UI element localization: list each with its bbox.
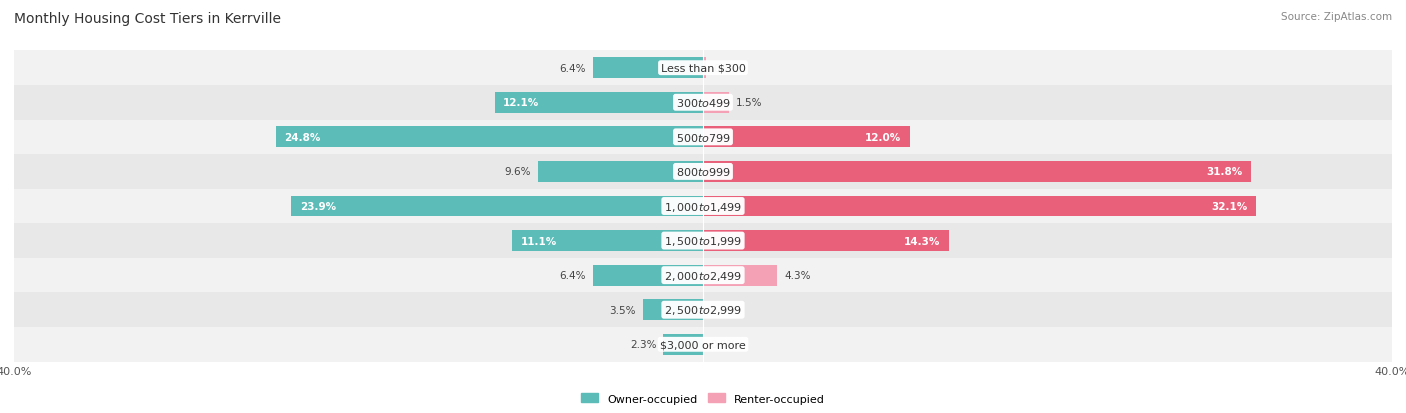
Bar <box>703 93 728 114</box>
Text: 6.4%: 6.4% <box>560 271 586 280</box>
Text: 12.0%: 12.0% <box>865 133 901 142</box>
Text: 0.0%: 0.0% <box>710 339 737 349</box>
Text: Source: ZipAtlas.com: Source: ZipAtlas.com <box>1281 12 1392 22</box>
Bar <box>14 120 1392 155</box>
Text: Monthly Housing Cost Tiers in Kerrville: Monthly Housing Cost Tiers in Kerrville <box>14 12 281 26</box>
Text: 2.3%: 2.3% <box>630 339 657 349</box>
Text: 14.3%: 14.3% <box>904 236 941 246</box>
Bar <box>14 189 1392 224</box>
Bar <box>537 161 703 183</box>
Bar <box>703 265 778 286</box>
Bar <box>14 51 1392 86</box>
Text: $3,000 or more: $3,000 or more <box>661 339 745 349</box>
Bar <box>593 58 703 79</box>
Text: 11.1%: 11.1% <box>520 236 557 246</box>
Text: $2,500 to $2,999: $2,500 to $2,999 <box>664 304 742 316</box>
Text: 9.6%: 9.6% <box>505 167 531 177</box>
Text: $1,500 to $1,999: $1,500 to $1,999 <box>664 235 742 247</box>
Bar <box>14 293 1392 327</box>
Text: $300 to $499: $300 to $499 <box>675 97 731 109</box>
Bar <box>664 334 703 355</box>
Text: 4.3%: 4.3% <box>785 271 810 280</box>
Bar <box>703 127 910 148</box>
Bar <box>14 258 1392 293</box>
Text: $800 to $999: $800 to $999 <box>675 166 731 178</box>
Text: 32.1%: 32.1% <box>1211 202 1247 211</box>
Text: $500 to $799: $500 to $799 <box>675 131 731 143</box>
Text: Less than $300: Less than $300 <box>661 64 745 74</box>
Bar <box>703 230 949 252</box>
Bar <box>593 265 703 286</box>
Bar <box>14 86 1392 120</box>
Text: 12.1%: 12.1% <box>503 98 540 108</box>
Bar <box>276 127 703 148</box>
Bar <box>512 230 703 252</box>
Text: 1.5%: 1.5% <box>735 98 762 108</box>
Bar <box>14 224 1392 258</box>
Bar <box>495 93 703 114</box>
Text: 23.9%: 23.9% <box>299 202 336 211</box>
Bar <box>14 155 1392 189</box>
Text: 0.0%: 0.0% <box>710 305 737 315</box>
Legend: Owner-occupied, Renter-occupied: Owner-occupied, Renter-occupied <box>576 389 830 408</box>
Text: 31.8%: 31.8% <box>1206 167 1241 177</box>
Bar <box>703 196 1256 217</box>
Bar <box>643 299 703 320</box>
Bar <box>291 196 703 217</box>
Text: $2,000 to $2,499: $2,000 to $2,499 <box>664 269 742 282</box>
Bar <box>14 327 1392 362</box>
Text: 0.19%: 0.19% <box>713 64 747 74</box>
Text: $1,000 to $1,499: $1,000 to $1,499 <box>664 200 742 213</box>
Bar <box>703 161 1251 183</box>
Text: 24.8%: 24.8% <box>284 133 321 142</box>
Bar <box>703 58 706 79</box>
Text: 3.5%: 3.5% <box>609 305 636 315</box>
Text: 6.4%: 6.4% <box>560 64 586 74</box>
